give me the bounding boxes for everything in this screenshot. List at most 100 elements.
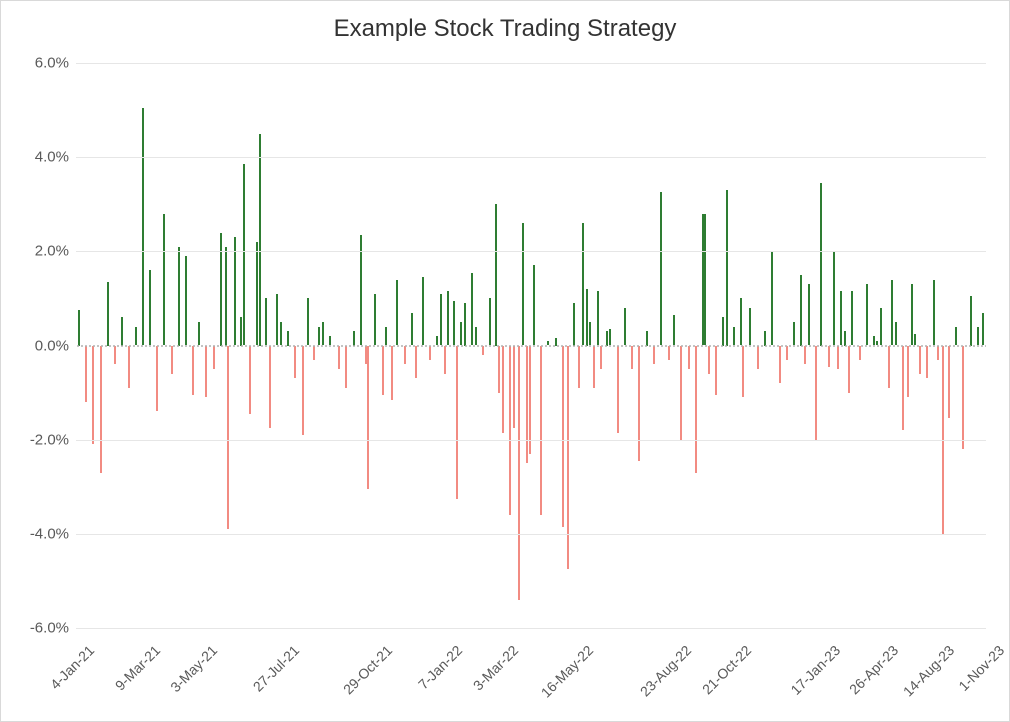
bar-negative <box>668 346 670 360</box>
bar-positive <box>440 294 442 346</box>
bar-negative <box>114 346 116 365</box>
bar-negative <box>171 346 173 374</box>
bar-positive <box>573 303 575 345</box>
bar-negative <box>502 346 504 433</box>
bar-negative <box>688 346 690 370</box>
bar-negative <box>804 346 806 365</box>
bar-negative <box>638 346 640 461</box>
bar-negative <box>429 346 431 360</box>
bar-positive <box>198 322 200 346</box>
chart-title: Example Stock Trading Strategy <box>1 15 1009 43</box>
bar-negative <box>837 346 839 370</box>
y-tick-label: 4.0% <box>14 149 69 166</box>
bar-negative <box>815 346 817 440</box>
bar-negative <box>695 346 697 473</box>
bar-positive <box>771 251 773 345</box>
bar-positive <box>582 223 584 345</box>
gridline <box>76 534 986 535</box>
bar-positive <box>522 223 524 345</box>
bar-negative <box>578 346 580 388</box>
bar-positive <box>833 251 835 345</box>
bar-positive <box>840 291 842 345</box>
zero-line <box>76 344 986 348</box>
bar-positive <box>851 291 853 345</box>
bar-negative <box>962 346 964 450</box>
bar-positive <box>178 247 180 346</box>
bar-negative <box>708 346 710 374</box>
bar-positive <box>808 284 810 345</box>
bar-positive <box>121 317 123 345</box>
bar-negative <box>848 346 850 393</box>
bar-positive <box>460 322 462 346</box>
bar-negative <box>382 346 384 395</box>
bar-positive <box>624 308 626 346</box>
bar-positive <box>307 298 309 345</box>
bar-negative <box>540 346 542 516</box>
x-tick-label: 16-May-22 <box>528 642 596 710</box>
bar-positive <box>471 273 473 346</box>
bar-negative <box>617 346 619 433</box>
y-tick-label: -2.0% <box>14 431 69 448</box>
bar-negative <box>529 346 531 454</box>
bar-positive <box>597 291 599 345</box>
bar-negative <box>128 346 130 388</box>
bar-negative <box>631 346 633 370</box>
bar-negative <box>680 346 682 440</box>
bar-positive <box>322 322 324 346</box>
bar-positive <box>673 315 675 346</box>
x-tick-label: 23-Aug-22 <box>626 642 694 710</box>
bar-positive <box>447 291 449 345</box>
bar-negative <box>100 346 102 473</box>
bar-negative <box>415 346 417 379</box>
bar-positive <box>142 108 144 346</box>
bar-negative <box>902 346 904 431</box>
bar-positive <box>722 317 724 345</box>
bar-negative <box>338 346 340 370</box>
bar-positive <box>464 303 466 345</box>
bar-negative <box>345 346 347 388</box>
bar-negative <box>92 346 94 445</box>
bar-negative <box>367 346 369 490</box>
bar-negative <box>518 346 520 600</box>
bar-positive <box>411 313 413 346</box>
bar-positive <box>149 270 151 345</box>
x-tick-label: 29-Oct-21 <box>328 642 396 710</box>
gridline <box>76 157 986 158</box>
bar-negative <box>653 346 655 365</box>
bar-positive <box>234 237 236 345</box>
bar-negative <box>456 346 458 499</box>
bar-positive <box>396 280 398 346</box>
y-tick-label: 2.0% <box>14 243 69 260</box>
bar-negative <box>227 346 229 530</box>
gridline <box>76 251 986 252</box>
y-tick-label: 6.0% <box>14 55 69 72</box>
bar-negative <box>562 346 564 527</box>
bar-positive <box>533 265 535 345</box>
bar-positive <box>243 164 245 345</box>
bar-positive <box>78 310 80 345</box>
gridline <box>76 63 986 64</box>
bar-positive <box>895 322 897 346</box>
bar-negative <box>156 346 158 412</box>
gridline <box>76 440 986 441</box>
bar-negative <box>828 346 830 367</box>
bar-positive <box>911 284 913 345</box>
gridline <box>76 628 986 629</box>
x-tick-label: 27-Jul-21 <box>234 642 302 710</box>
x-tick-label: 4-Jan-21 <box>29 642 97 710</box>
bar-negative <box>85 346 87 403</box>
bar-negative <box>859 346 861 360</box>
bar-negative <box>600 346 602 370</box>
bar-negative <box>526 346 528 464</box>
bar-negative <box>294 346 296 379</box>
bar-negative <box>509 346 511 516</box>
bar-positive <box>704 214 706 346</box>
bar-negative <box>907 346 909 398</box>
bar-negative <box>404 346 406 365</box>
y-tick-label: -6.0% <box>14 620 69 637</box>
bar-negative <box>444 346 446 374</box>
bar-positive <box>489 298 491 345</box>
bar-positive <box>891 280 893 346</box>
bar-positive <box>820 183 822 345</box>
bar-positive <box>880 308 882 346</box>
